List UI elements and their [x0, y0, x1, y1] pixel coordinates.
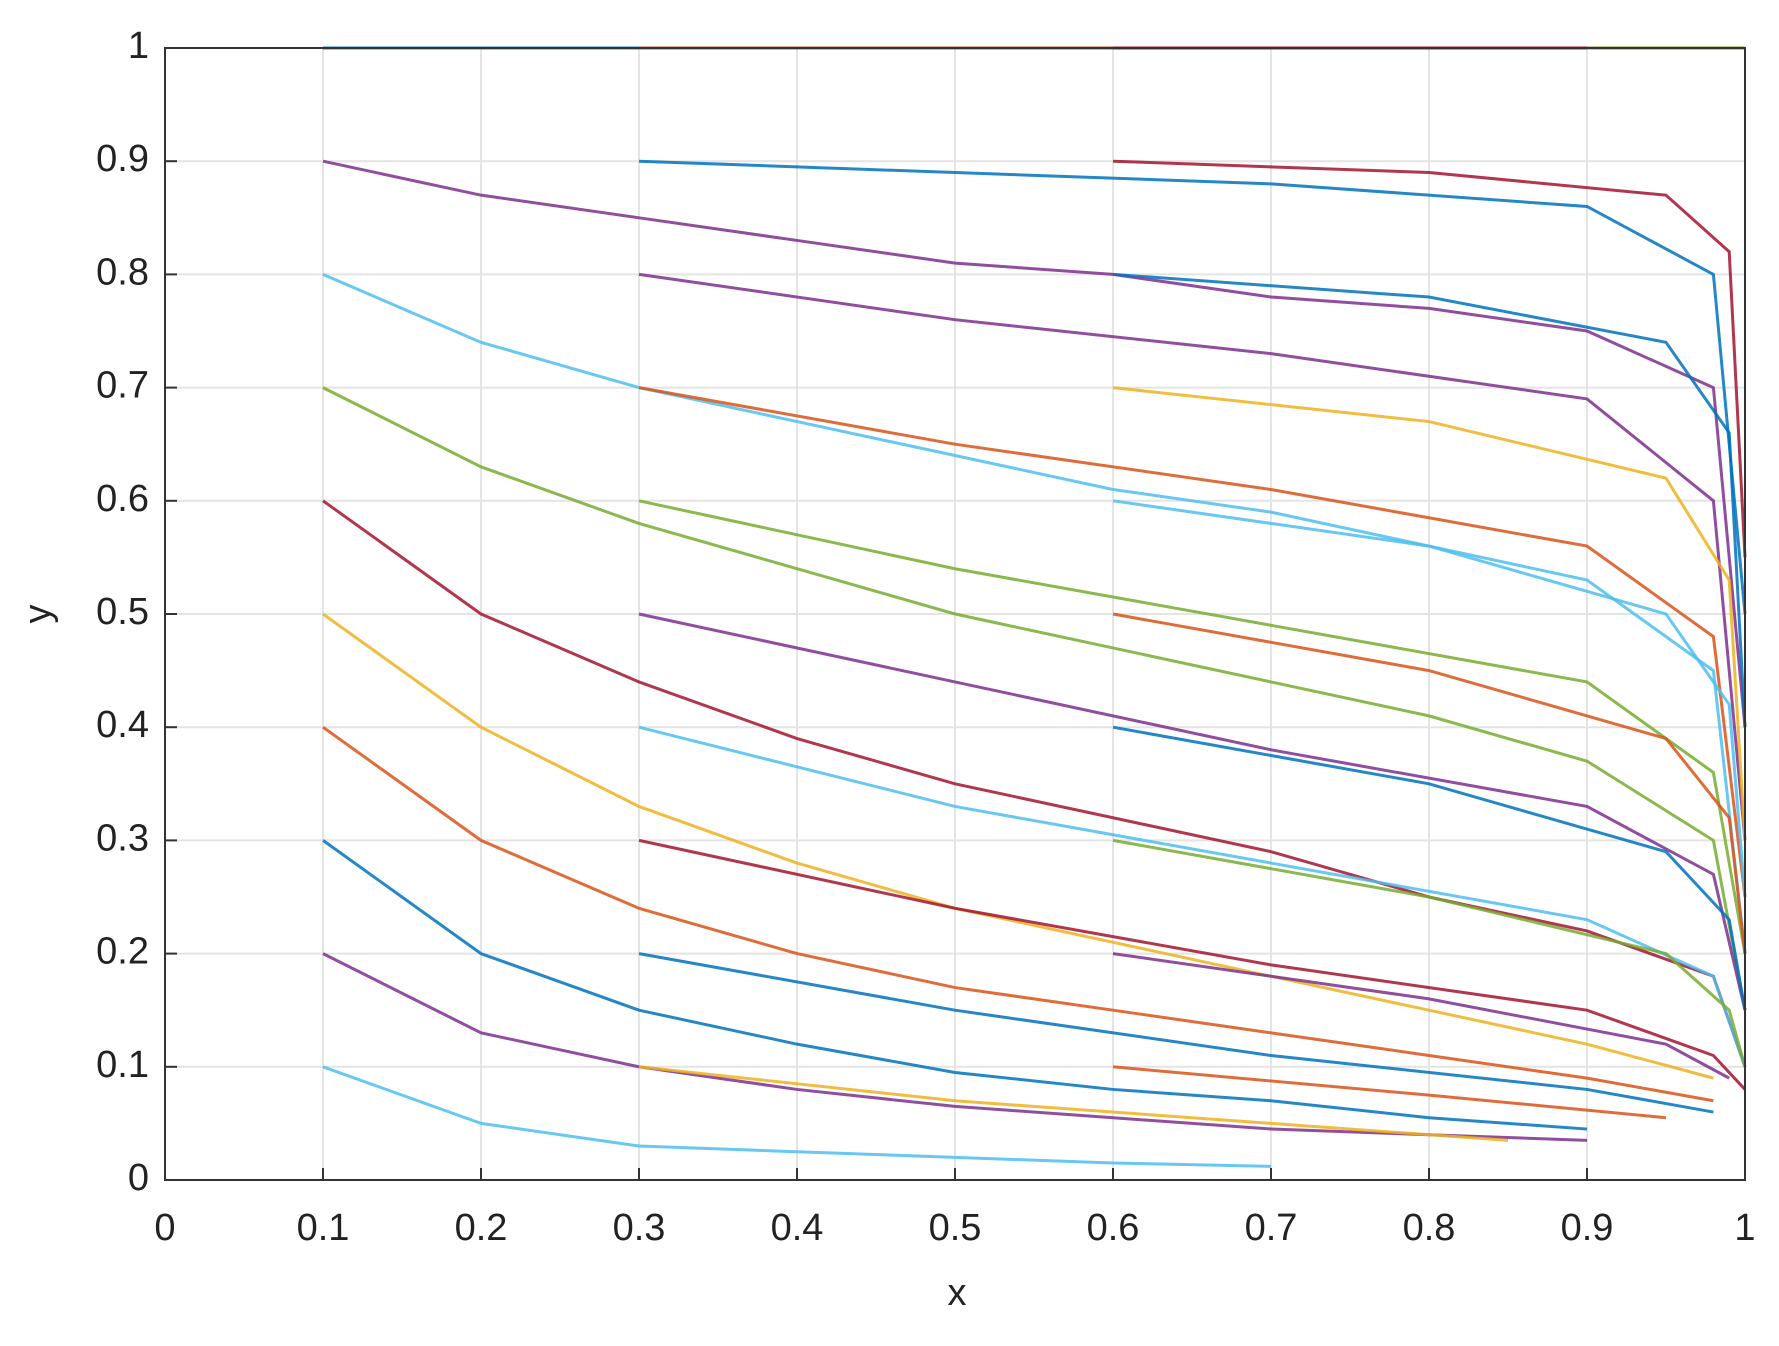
y-tick-label: 0.8: [96, 251, 149, 293]
data-line: [1112, 386, 1747, 841]
y-tick-label: 0.4: [96, 704, 149, 746]
data-line: [1112, 499, 1747, 898]
data-line: [638, 272, 1747, 841]
data-line: [322, 725, 1714, 1103]
data-line: [322, 612, 1714, 1080]
x-axis-label: x: [948, 1272, 967, 1314]
data-line: [638, 1065, 1509, 1142]
data-line: [638, 159, 1747, 615]
data-line: [322, 273, 1747, 954]
data-line: [1112, 838, 1747, 1068]
data-line: [1112, 725, 1747, 1011]
x-tick-label: 0.7: [1245, 1207, 1298, 1249]
plot-frame: [164, 47, 1746, 1181]
x-tick-label: 0: [154, 1207, 175, 1249]
data-line: [1112, 272, 1747, 728]
x-tick-label: 0.4: [771, 1207, 824, 1249]
x-tick-label: 0.3: [613, 1207, 666, 1249]
data-line: [1112, 159, 1747, 558]
x-tick-label: 0.1: [297, 1207, 350, 1249]
x-tick-label: 1: [1734, 1207, 1755, 1249]
y-tick-label: 0.3: [96, 817, 149, 859]
y-axis-label: y: [17, 605, 59, 624]
data-line: [638, 838, 1747, 1091]
data-line: [638, 386, 1747, 898]
x-tick-label: 0.5: [929, 1207, 982, 1249]
y-tick-label: 0: [128, 1157, 149, 1199]
x-tick-label: 0.2: [455, 1207, 508, 1249]
y-tick-label: 0.2: [96, 931, 149, 973]
data-line: [638, 952, 1714, 1114]
data-line: [1112, 952, 1730, 1080]
y-tick-label: 0.9: [96, 138, 149, 180]
x-tick-label: 0.8: [1403, 1207, 1456, 1249]
data-line: [322, 159, 1747, 728]
x-tick-label: 0.9: [1561, 1207, 1614, 1249]
data-line: [322, 1065, 1272, 1168]
y-tick-label: 0.7: [96, 365, 149, 407]
data-line: [638, 612, 1747, 1011]
y-tick-label: 0.5: [96, 591, 149, 633]
y-tick-label: 0.6: [96, 478, 149, 520]
y-tick-label: 1: [128, 25, 149, 67]
data-line: [322, 386, 1747, 1011]
data-line: [322, 952, 1588, 1142]
data-line: [1112, 612, 1747, 954]
data-line: [638, 725, 1747, 1068]
data-line: [322, 839, 1588, 1131]
data-line: [1112, 1065, 1667, 1120]
x-tick-label: 0.6: [1087, 1207, 1140, 1249]
data-line: [322, 499, 1747, 1068]
y-tick-label: 0.1: [96, 1044, 149, 1086]
